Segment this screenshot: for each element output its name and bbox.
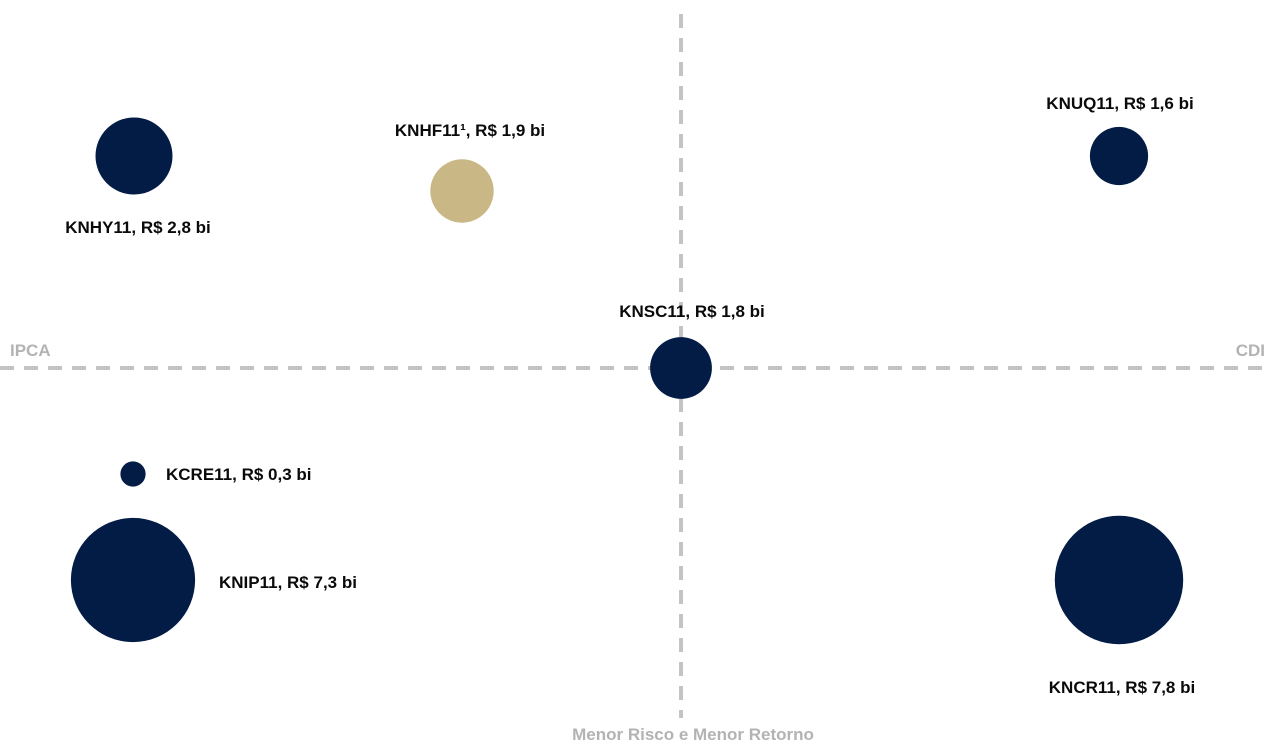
label-knuq11: KNUQ11, R$ 1,6 bi	[1046, 94, 1193, 113]
label-knsc11: KNSC11, R$ 1,8 bi	[619, 302, 765, 321]
bubble-knhf11	[430, 159, 494, 223]
bubble-knsc11	[650, 337, 712, 399]
label-kcre11: KCRE11, R$ 0,3 bi	[166, 465, 312, 484]
bubble-kncr11	[1054, 515, 1184, 645]
label-knhy11: KNHY11, R$ 2,8 bi	[65, 218, 211, 237]
bubble-layer: KNHY11, R$ 2,8 bi KNHF11¹, R$ 1,9 bi KNUQ1…	[65, 94, 1195, 697]
bubble-knhy11	[95, 117, 173, 195]
axis-label-cdi: CDI	[1236, 341, 1265, 360]
bubble-knip11	[70, 517, 196, 643]
axis-label-bottom: Menor Risco e Menor Retorno	[572, 725, 814, 744]
label-kncr11: KNCR11, R$ 7,8 bi	[1049, 678, 1195, 697]
bubble-knuq11	[1089, 126, 1149, 186]
bubble-kcre11	[120, 461, 146, 487]
label-knip11: KNIP11, R$ 7,3 bi	[219, 573, 357, 592]
axis-label-ipca: IPCA	[10, 341, 51, 360]
label-knhf11: KNHF11¹, R$ 1,9 bi	[395, 121, 545, 140]
